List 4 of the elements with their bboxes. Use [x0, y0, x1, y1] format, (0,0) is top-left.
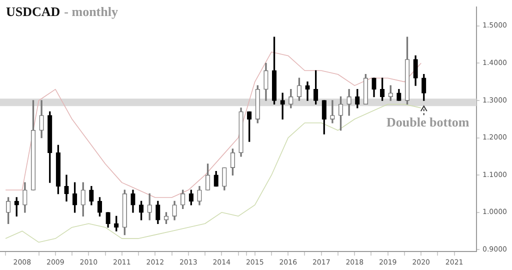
chart-subtitle: - monthly	[64, 4, 118, 19]
annotation: Double bottom	[386, 114, 470, 130]
candlestick	[305, 81, 310, 101]
chart-title: USDCAD	[6, 4, 60, 19]
